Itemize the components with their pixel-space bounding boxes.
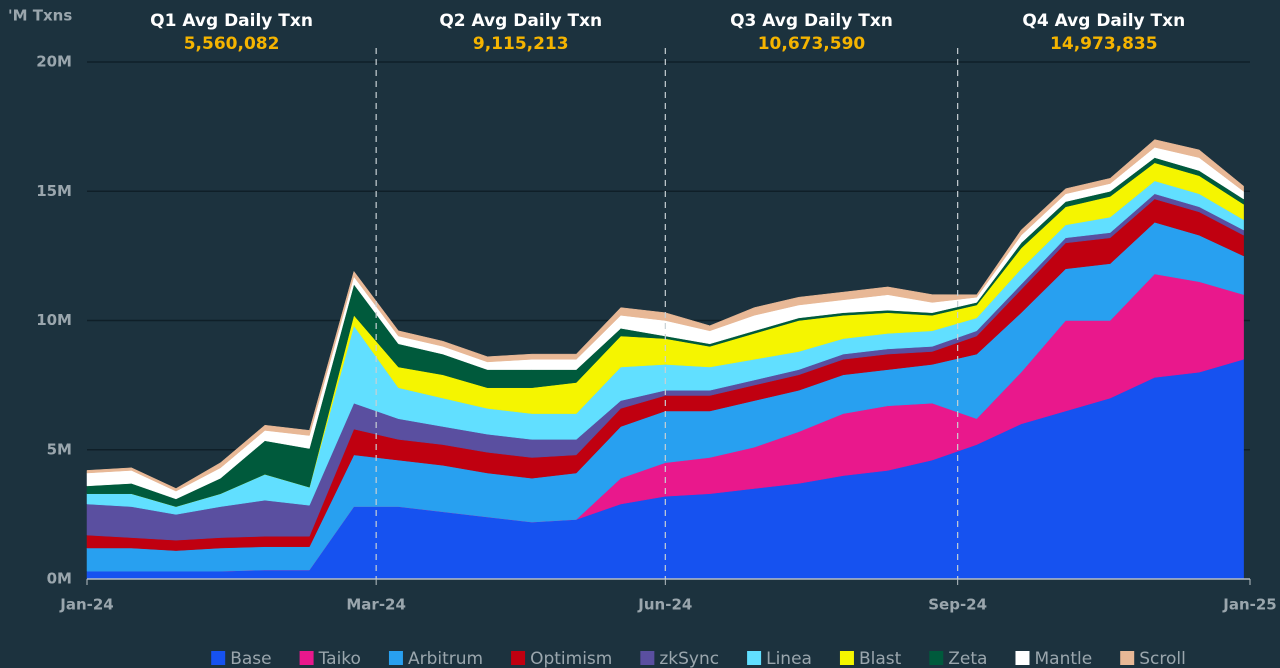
legend-swatch [1015, 651, 1030, 665]
annotation-value: 10,673,590 [758, 34, 866, 54]
annotation-title: Q2 Avg Daily Txn [439, 11, 602, 31]
legend-swatch [299, 651, 314, 665]
legend-swatch [747, 651, 762, 665]
legend-swatch [388, 651, 403, 665]
x-tick-label: Jan-25 [1222, 596, 1276, 614]
y-tick-label: 0M [47, 570, 72, 588]
legend-label: Zeta [948, 649, 987, 668]
legend-swatch [839, 651, 854, 665]
x-tick-label: Sep-24 [928, 596, 987, 614]
y-tick-label: 20M [36, 53, 72, 71]
y-axis-label: 'M Txns [8, 7, 72, 25]
legend-swatch [929, 651, 944, 665]
legend-label: Arbitrum [408, 649, 483, 668]
legend-label: Mantle [1034, 649, 1092, 668]
annotation-title: Q1 Avg Daily Txn [150, 11, 313, 31]
y-tick-label: 15M [36, 182, 72, 200]
legend-swatch [640, 651, 655, 665]
legend-label: Base [230, 649, 271, 668]
annotation-value: 14,973,835 [1050, 34, 1158, 54]
legend-label: Scroll [1139, 649, 1186, 668]
y-tick-label: 10M [36, 311, 72, 329]
annotation-value: 5,560,082 [184, 34, 280, 54]
legend-label: Blast [859, 649, 902, 668]
legend-label: Taiko [318, 649, 361, 668]
annotation-value: 9,115,213 [473, 34, 569, 54]
legend-swatch [1120, 651, 1135, 665]
y-tick-label: 5M [47, 440, 72, 458]
legend-swatch [511, 651, 526, 665]
legend-label: zkSync [659, 649, 719, 668]
annotation-title: Q3 Avg Daily Txn [730, 11, 893, 31]
legend-label: Optimism [530, 649, 612, 668]
x-tick-label: Jan-24 [59, 596, 113, 614]
legend: Base Taiko Arbitrum Optimism zkSync Linea Blas… [211, 649, 1186, 668]
x-tick-label: Jun-24 [637, 596, 692, 614]
x-tick-label: Mar-24 [346, 596, 406, 614]
legend-label: Linea [766, 649, 812, 668]
annotation-title: Q4 Avg Daily Txn [1022, 11, 1185, 31]
legend-swatch [211, 651, 226, 665]
